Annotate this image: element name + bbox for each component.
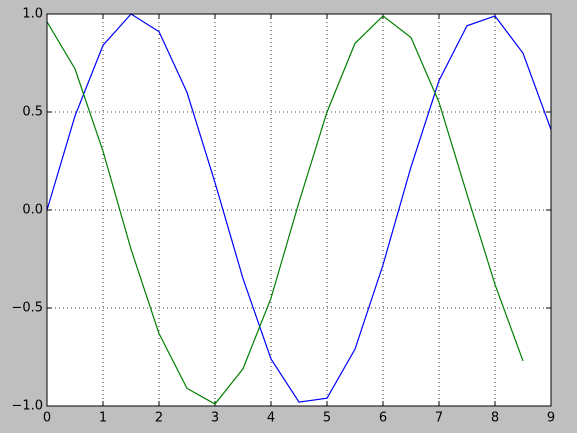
x-tick-label: 3 (211, 411, 219, 426)
x-tick-label: 1 (99, 411, 107, 426)
y-tick-label: 0.0 (22, 203, 43, 218)
x-tick-label: 7 (435, 411, 443, 426)
x-tick-label: 4 (267, 411, 275, 426)
y-tick-label: −0.5 (11, 301, 43, 316)
y-tick-label: 0.5 (22, 105, 43, 120)
x-tick-label: 9 (547, 411, 555, 426)
line-series (46, 15, 524, 405)
plot-frame (46, 13, 552, 407)
x-tick-label: 5 (323, 411, 331, 426)
y-tick-label: 1.0 (22, 7, 43, 22)
x-tick-label: 6 (379, 411, 387, 426)
y-tick-label: −1.0 (11, 399, 43, 414)
x-tick-label: 0 (43, 411, 51, 426)
x-tick-label: 2 (155, 411, 163, 426)
x-tick-label: 8 (491, 411, 499, 426)
